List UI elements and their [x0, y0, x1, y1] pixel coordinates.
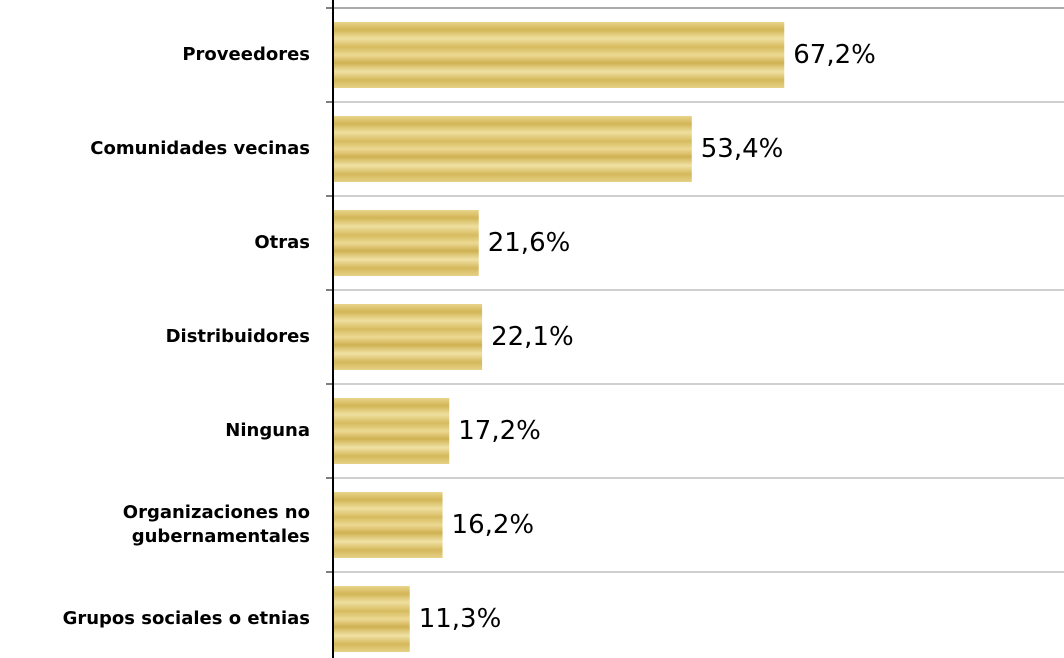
- category-label: Grupos sociales o etnias: [62, 608, 310, 629]
- value-label: 53,4%: [700, 134, 784, 164]
- value-label: 16,2%: [451, 510, 535, 540]
- bar: [334, 492, 443, 558]
- category-label: Ninguna: [225, 420, 310, 441]
- value-label: 22,1%: [491, 322, 574, 352]
- value-label: 17,2%: [458, 416, 541, 446]
- category-label: Proveedores: [182, 44, 310, 65]
- value-label: 11,3%: [418, 604, 502, 634]
- category-label: Comunidades vecinas: [90, 138, 310, 159]
- bar: [334, 116, 692, 182]
- bar: [334, 210, 479, 276]
- value-label: 67,2%: [793, 40, 876, 70]
- bar: [334, 22, 785, 88]
- bar: [334, 586, 410, 652]
- category-label: Organizaciones no gubernamentales: [122, 502, 310, 547]
- value-label: 21,6%: [487, 228, 571, 258]
- category-label: Distribuidores: [165, 326, 310, 347]
- bar: [334, 398, 450, 464]
- category-label: Otras: [254, 232, 310, 253]
- bar: [334, 304, 483, 370]
